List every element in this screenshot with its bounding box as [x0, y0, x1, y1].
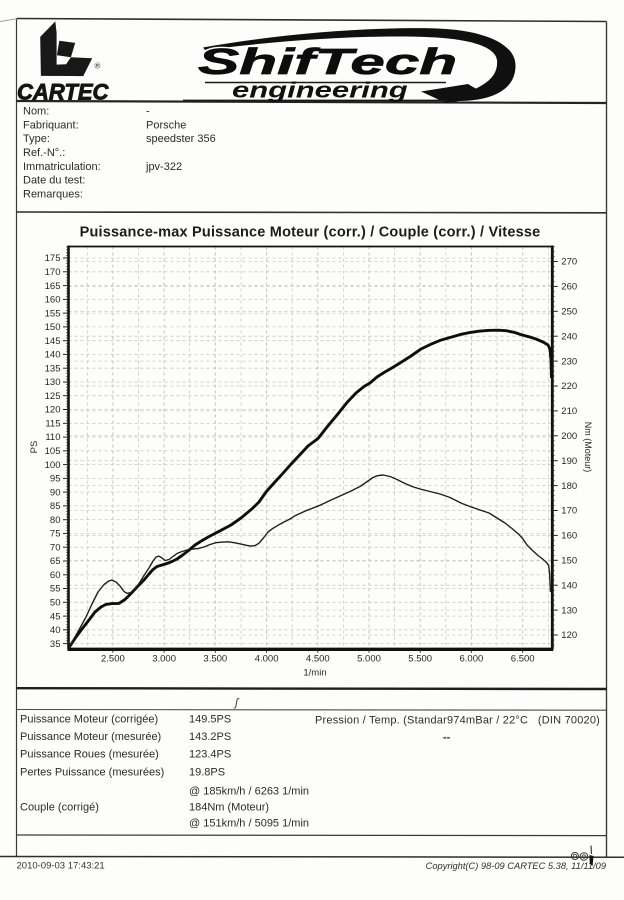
svg-text:170: 170 — [45, 267, 61, 278]
svg-text:5.500: 5.500 — [408, 654, 432, 665]
svg-text:220: 220 — [561, 381, 577, 392]
svg-text:Type:: Type: — [23, 133, 50, 145]
svg-text:149.5PS: 149.5PS — [189, 714, 231, 726]
svg-text:150: 150 — [561, 556, 577, 567]
svg-text:170: 170 — [561, 506, 577, 517]
svg-text:Date du test:: Date du test: — [23, 175, 85, 187]
svg-text:100: 100 — [45, 460, 61, 471]
svg-text:160: 160 — [45, 295, 61, 306]
svg-text:Pertes Puissance (mesurées): Pertes Puissance (mesurées) — [20, 767, 164, 779]
svg-text:270: 270 — [561, 257, 577, 268]
svg-text:@ 185km/h / 6263 1/min: @ 185km/h / 6263 1/min — [189, 786, 309, 798]
svg-text:speedster 356: speedster 356 — [146, 133, 216, 145]
svg-text:Remarques:: Remarques: — [23, 189, 83, 201]
svg-text:Nom:: Nom: — [23, 106, 49, 118]
svg-text:19.8PS: 19.8PS — [189, 767, 225, 779]
svg-text:184Nm (Moteur): 184Nm (Moteur) — [189, 802, 269, 814]
svg-text:110: 110 — [45, 432, 60, 443]
svg-text:200: 200 — [561, 431, 577, 442]
svg-text:1/min: 1/min — [303, 668, 326, 679]
svg-text:45: 45 — [50, 611, 61, 622]
svg-text:115: 115 — [45, 419, 60, 430]
svg-text:160: 160 — [561, 531, 577, 542]
svg-text:140: 140 — [561, 580, 577, 591]
svg-text:70: 70 — [50, 542, 61, 553]
svg-text:Nm (Moteur): Nm (Moteur) — [583, 422, 593, 473]
svg-text:6.000: 6.000 — [460, 654, 484, 665]
svg-text:Couple (corrigé): Couple (corrigé) — [20, 802, 99, 814]
svg-text:155: 155 — [45, 308, 61, 319]
svg-text:Puissance-max Puissance Moteur: Puissance-max Puissance Moteur (corr.) /… — [80, 225, 541, 241]
svg-text:--: -- — [443, 732, 451, 744]
svg-text:Puissance Moteur (corrigée): Puissance Moteur (corrigée) — [20, 714, 158, 726]
svg-text:CARTEC: CARTEC — [17, 79, 109, 104]
svg-text:135: 135 — [45, 363, 61, 374]
svg-text:Immatriculation:: Immatriculation: — [23, 161, 101, 173]
svg-text:250: 250 — [561, 307, 577, 318]
svg-text:120: 120 — [561, 630, 577, 641]
svg-text:130: 130 — [45, 377, 61, 388]
svg-text:Pression / Temp. (Standar974mB: Pression / Temp. (Standar974mBar / 22°C … — [315, 715, 600, 727]
svg-text:230: 230 — [561, 356, 577, 367]
svg-text:40: 40 — [50, 625, 61, 636]
svg-text:180: 180 — [561, 481, 577, 492]
svg-text:105: 105 — [45, 446, 61, 457]
svg-text:ʃ: ʃ — [233, 697, 240, 709]
svg-text:95: 95 — [50, 474, 61, 485]
svg-text:210: 210 — [561, 406, 577, 417]
svg-text:ShifTech: ShifTech — [198, 41, 457, 82]
svg-text:90: 90 — [50, 487, 61, 498]
svg-text:85: 85 — [50, 501, 61, 512]
svg-text:165: 165 — [45, 281, 61, 292]
svg-text:ShifTech: ShifTech — [198, 41, 457, 82]
svg-text:engineering: engineering — [232, 78, 408, 103]
svg-text:jpv-322: jpv-322 — [145, 161, 182, 173]
svg-text:75: 75 — [50, 529, 61, 540]
svg-text:Puissance Roues (mesurée): Puissance Roues (mesurée) — [20, 749, 159, 761]
svg-text:65: 65 — [50, 556, 61, 567]
svg-text:80: 80 — [50, 515, 61, 526]
svg-text:175: 175 — [45, 253, 61, 264]
svg-text:190: 190 — [561, 456, 577, 467]
svg-text:123.4PS: 123.4PS — [189, 749, 231, 761]
svg-text:Copyright(C) 98-09 CARTEC 5.38: Copyright(C) 98-09 CARTEC 5.38, 11/11/09 — [426, 861, 606, 871]
svg-text:35: 35 — [50, 639, 61, 650]
svg-text:3.000: 3.000 — [152, 654, 176, 665]
svg-text:143.2PS: 143.2PS — [189, 731, 231, 743]
svg-text:60: 60 — [50, 570, 61, 581]
svg-text:4.500: 4.500 — [306, 654, 330, 665]
svg-text:3.500: 3.500 — [203, 654, 227, 665]
svg-text:120: 120 — [45, 405, 61, 416]
svg-text:2010-09-03 17:43:21: 2010-09-03 17:43:21 — [17, 861, 105, 872]
svg-text:145: 145 — [45, 336, 61, 347]
svg-text:2.500: 2.500 — [101, 654, 125, 665]
svg-text:125: 125 — [45, 391, 61, 402]
svg-text:Porsche: Porsche — [146, 119, 186, 131]
svg-text:®: ® — [95, 62, 101, 71]
svg-text:150: 150 — [45, 322, 61, 333]
svg-text:Puissance Moteur (mesurée): Puissance Moteur (mesurée) — [20, 731, 161, 743]
svg-text:Fabriquant:: Fabriquant: — [23, 119, 79, 131]
svg-text:6.500: 6.500 — [511, 654, 535, 665]
svg-text:5.000: 5.000 — [357, 654, 381, 665]
svg-text:Ref.-N°.:: Ref.-N°.: — [23, 147, 65, 159]
svg-text:50: 50 — [50, 598, 61, 609]
svg-text:PS: PS — [29, 441, 40, 454]
svg-text:240: 240 — [561, 331, 577, 342]
svg-text:140: 140 — [45, 350, 61, 361]
svg-text:4.000: 4.000 — [255, 654, 279, 665]
svg-text:260: 260 — [561, 282, 577, 293]
svg-text:55: 55 — [50, 584, 61, 595]
svg-text:@ 151km/h / 5095 1/min: @ 151km/h / 5095 1/min — [189, 818, 309, 830]
svg-text:130: 130 — [561, 605, 577, 616]
svg-text:-: - — [146, 106, 150, 118]
